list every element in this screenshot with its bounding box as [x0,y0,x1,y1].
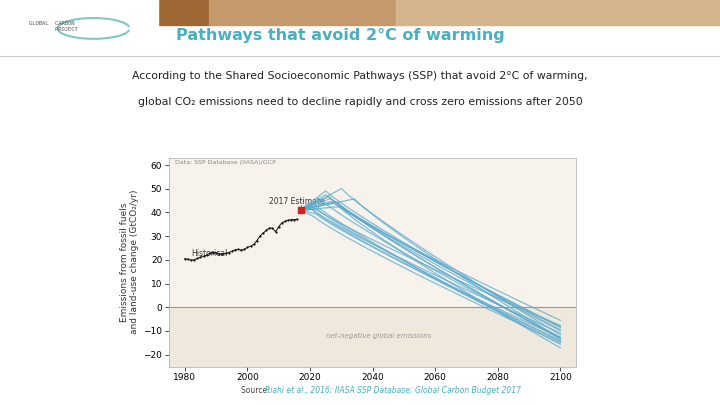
Text: GLOBAL  CARBON
        PROJECT: GLOBAL CARBON PROJECT [29,21,78,32]
Bar [209,0,396,25]
Text: Source:: Source: [241,386,272,395]
Text: Riahi et al., 2016; IIASA SSP Database; Global Carbon Budget 2017: Riahi et al., 2016; IIASA SSP Database; … [265,386,521,395]
Text: 2017 Estimate: 2017 Estimate [269,197,325,209]
Bar [112,0,209,25]
Text: Historical: Historical [191,249,228,258]
Bar [396,0,720,25]
Bar [0,0,61,25]
Text: Data: SSP Database (IIASA)/GCP: Data: SSP Database (IIASA)/GCP [176,160,276,165]
Text: net-negative global emissions: net-negative global emissions [326,333,431,339]
Text: Pathways that avoid 2°C of warming: Pathways that avoid 2°C of warming [176,28,505,43]
Bar [169,307,576,367]
Y-axis label: Emissions from fossil fuels
and land-use change (GtCO₂/yr): Emissions from fossil fuels and land-use… [120,190,139,335]
Bar [0,0,158,55]
Text: According to the Shared Socioeconomic Pathways (SSP) that avoid 2°C of warming,: According to the Shared Socioeconomic Pa… [132,71,588,81]
Text: global CO₂ emissions need to decline rapidly and cross zero emissions after 2050: global CO₂ emissions need to decline rap… [138,98,582,107]
Bar [61,0,112,25]
